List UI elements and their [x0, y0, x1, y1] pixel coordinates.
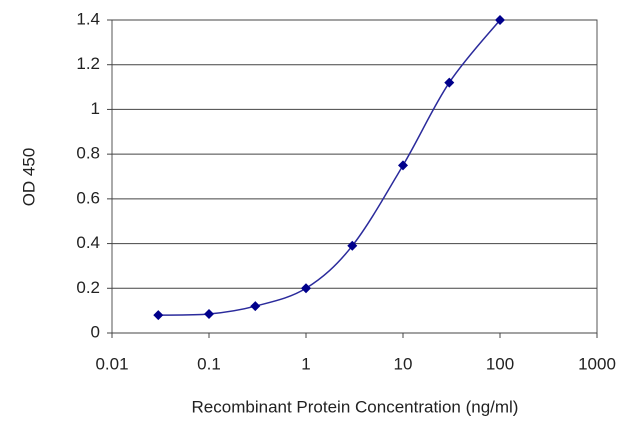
y-tick-label: 0.6	[76, 188, 100, 207]
y-tick-label: 1.2	[76, 54, 100, 73]
marker	[301, 283, 311, 294]
marker	[495, 15, 505, 25]
x-tick-label: 0.01	[95, 354, 128, 373]
x-tick-label: 100	[486, 354, 514, 373]
marker	[204, 308, 214, 319]
y-axis-label: OD 450	[19, 148, 38, 207]
x-tick-label: 0.1	[197, 354, 221, 373]
y-tick-label: 1	[91, 99, 100, 118]
plot-frame	[111, 19, 598, 334]
marker	[250, 301, 261, 312]
line	[158, 19, 501, 316]
marker	[347, 240, 358, 251]
y-tick-label: 1.4	[76, 9, 100, 28]
y-tick-label: 0.8	[76, 144, 100, 163]
marker	[398, 160, 408, 171]
x-axis-label: Recombinant Protein Concentration (ng/ml…	[192, 397, 519, 416]
y-tick-label: 0	[91, 322, 100, 341]
y-tick-label: 0.4	[76, 233, 100, 252]
x-tick-label: 1000	[578, 354, 616, 373]
x-tick-label: 10	[394, 354, 413, 373]
marker	[444, 77, 455, 88]
x-tick-label: 1	[301, 354, 310, 373]
y-tick-label: 0.2	[76, 278, 100, 297]
marker	[153, 310, 164, 321]
